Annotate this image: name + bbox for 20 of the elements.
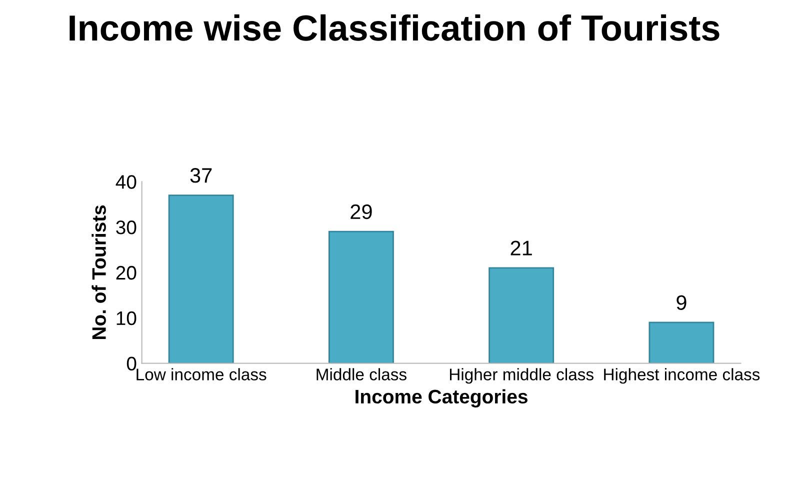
bar: [648, 322, 714, 364]
x-tick-label: Highest income class: [604, 368, 760, 384]
y-tick-label: 0: [126, 356, 136, 371]
data-label: 21: [510, 240, 532, 256]
y-tick-label: 30: [116, 220, 136, 234]
chart-title: Income wise Classification of Tourists: [70, 14, 720, 41]
data-label: 29: [350, 204, 372, 220]
y-axis-title: No. of Tourists: [92, 205, 106, 340]
x-tick-label: Higher middle class: [450, 368, 594, 384]
data-label: 37: [190, 168, 212, 183]
bar: [328, 230, 394, 364]
y-tick-label: 40: [116, 175, 136, 189]
bar: [488, 267, 554, 364]
bar: [168, 194, 234, 364]
x-axis-title: Income Categories: [356, 389, 528, 408]
data-label: 9: [676, 295, 686, 310]
y-tick-label: 20: [116, 266, 136, 280]
x-tick-label: Low income class: [136, 368, 266, 380]
y-tick-label: 10: [116, 311, 136, 326]
x-tick-label: Middle class: [316, 368, 406, 380]
